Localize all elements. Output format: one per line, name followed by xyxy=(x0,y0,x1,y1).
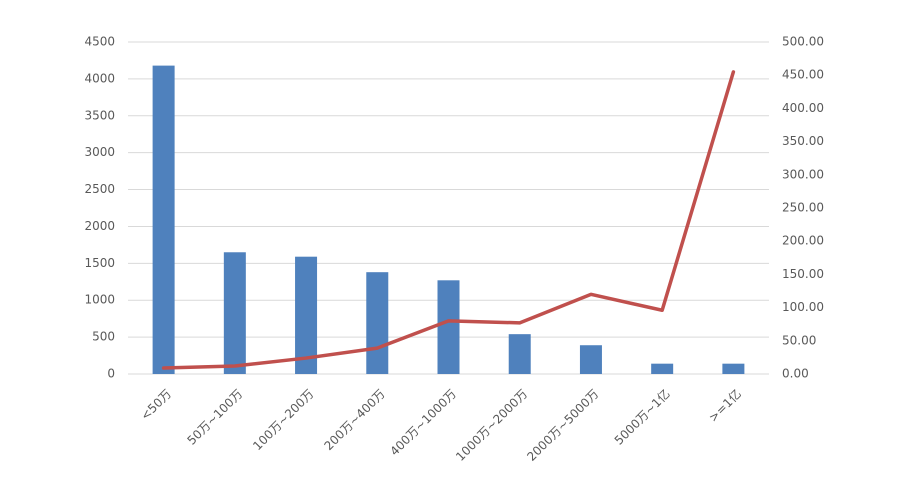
y-tick-label: 2500 xyxy=(84,182,115,196)
x-tick-label: <50万 xyxy=(138,387,174,423)
bar xyxy=(295,256,318,374)
y-tick-label: 1000 xyxy=(84,293,115,307)
y2-tick-label: 50.00 xyxy=(782,333,816,347)
y2-tick-label: 250.00 xyxy=(782,201,824,215)
line xyxy=(161,70,736,370)
x-tick-label: 100万~200万 xyxy=(250,387,316,453)
bar xyxy=(508,334,531,374)
bar xyxy=(366,272,389,374)
x-tick-label: 400万~1000万 xyxy=(387,387,459,459)
y2-tick-label: 150.00 xyxy=(782,267,824,281)
bar xyxy=(579,345,602,374)
y2-tick-label: 500.00 xyxy=(782,35,824,49)
y-tick-label: 3000 xyxy=(84,145,115,159)
bar xyxy=(223,252,246,374)
x-tick-label: 1000万~2000万 xyxy=(453,387,530,464)
y-tick-label: 1500 xyxy=(84,256,115,270)
x-tick-label: 2000万~5000万 xyxy=(524,387,601,464)
y2-tick-label: 300.00 xyxy=(782,167,824,181)
bar xyxy=(437,280,460,374)
y2-tick-label: 0.00 xyxy=(782,367,809,381)
y-tick-label: 4500 xyxy=(84,35,115,49)
y2-tick-label: 450.00 xyxy=(782,68,824,82)
bar xyxy=(152,65,175,374)
y2-tick-label: 200.00 xyxy=(782,234,824,248)
y-tick-label: 0 xyxy=(107,367,115,381)
y2-tick-label: 350.00 xyxy=(782,134,824,148)
y2-tick-label: 100.00 xyxy=(782,300,824,314)
x-tick-label: >=1亿 xyxy=(705,386,744,425)
y-tick-label: 2000 xyxy=(84,219,115,233)
y-tick-label: 500 xyxy=(92,330,115,344)
y-tick-label: 4000 xyxy=(84,71,115,85)
x-tick-label: 200万~400万 xyxy=(321,387,387,453)
bar xyxy=(651,363,674,374)
y2-tick-label: 400.00 xyxy=(782,101,824,115)
y-tick-label: 3500 xyxy=(84,108,115,122)
x-tick-label: 50万~100万 xyxy=(184,387,245,448)
bar xyxy=(722,363,745,374)
x-tick-label: 5000万~1亿 xyxy=(611,386,673,448)
